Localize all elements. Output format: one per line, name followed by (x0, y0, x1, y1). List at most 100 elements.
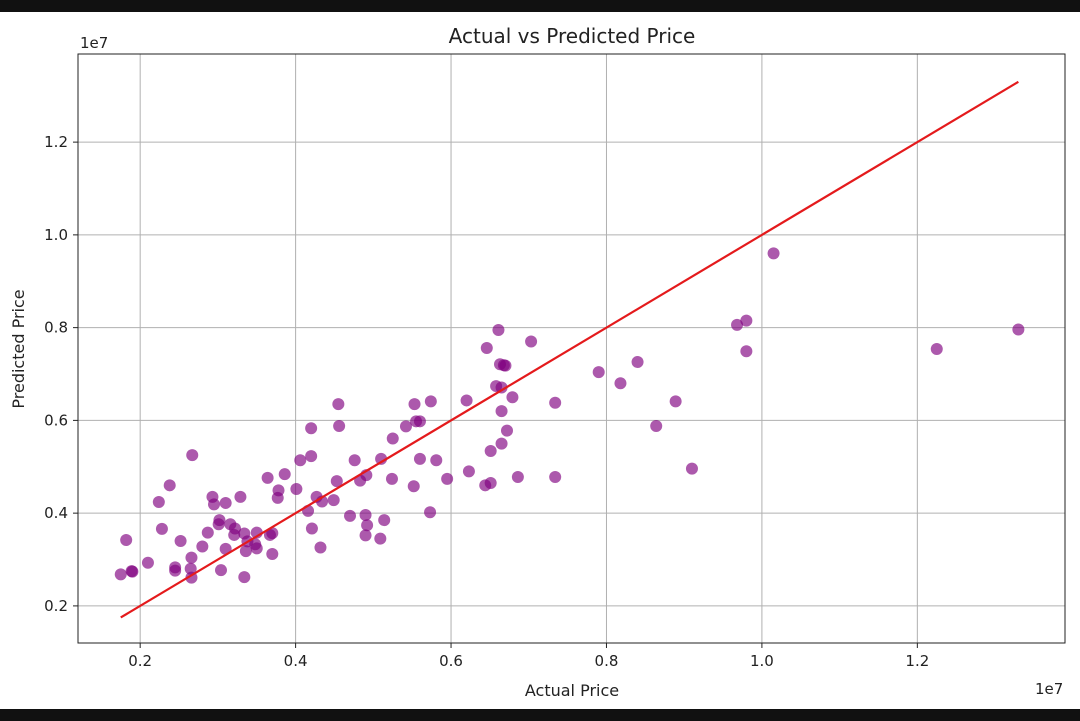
data-point (272, 484, 285, 497)
data-point (332, 398, 345, 411)
y-tick-label: 0.6 (44, 411, 68, 429)
data-point (184, 562, 197, 575)
y-axis-title: Predicted Price (9, 289, 28, 408)
data-point (152, 496, 165, 509)
data-point (141, 556, 154, 569)
data-point (305, 450, 318, 463)
data-point (441, 472, 454, 485)
data-point (228, 522, 241, 535)
data-point (266, 547, 279, 560)
data-point (261, 471, 274, 484)
grid (78, 54, 1065, 643)
data-point (592, 366, 605, 379)
data-point (314, 541, 327, 554)
data-point (213, 514, 226, 527)
data-point (305, 422, 318, 435)
data-point (549, 396, 562, 409)
data-point (399, 420, 412, 433)
data-point (495, 405, 508, 418)
data-point (495, 381, 508, 394)
axis-ticks: 0.2 0.4 0.6 0.8 1.0 1.2 0.2 0.4 0.6 0.8 1.0 1.2 (44, 133, 929, 670)
data-point (462, 465, 475, 478)
data-point (511, 470, 524, 483)
data-point (169, 561, 182, 574)
data-points (114, 247, 1025, 584)
data-point (731, 318, 744, 331)
data-point (196, 540, 209, 553)
y-tick-label: 0.4 (44, 504, 68, 522)
data-point (506, 391, 519, 404)
y-tick-label: 1.0 (44, 226, 68, 244)
chart-title: Actual vs Predicted Price (449, 24, 696, 48)
data-point (201, 526, 214, 539)
reference-line (120, 80, 1019, 619)
data-point (378, 514, 391, 527)
data-point (375, 452, 388, 465)
plot-area-border (77, 53, 1066, 644)
data-point (174, 534, 187, 547)
data-point (492, 323, 505, 336)
data-point (333, 419, 346, 432)
data-point (484, 476, 497, 489)
data-point (278, 468, 291, 481)
data-point (386, 432, 399, 445)
data-point (484, 444, 497, 457)
data-point (185, 551, 198, 564)
data-point (330, 475, 343, 488)
data-point (413, 452, 426, 465)
data-point (361, 519, 374, 532)
data-point (250, 542, 263, 555)
data-point (424, 395, 437, 408)
data-point (344, 509, 357, 522)
data-point (359, 529, 372, 542)
data-point (186, 449, 199, 462)
data-point (238, 571, 251, 584)
data-point (424, 506, 437, 519)
data-point (374, 532, 387, 545)
data-point (163, 479, 176, 492)
data-point (685, 462, 698, 475)
data-point (740, 345, 753, 358)
data-point (290, 483, 303, 496)
data-point (239, 545, 252, 558)
data-point (614, 377, 627, 390)
data-point (114, 568, 127, 581)
y-tick-label: 0.2 (44, 597, 68, 615)
x-axis-title: Actual Price (525, 681, 619, 700)
x-tick-label: 0.2 (128, 652, 152, 670)
data-point (294, 454, 307, 467)
data-point (327, 494, 340, 507)
data-point (359, 508, 372, 521)
data-point (930, 342, 943, 355)
x-tick-label: 1.0 (750, 652, 774, 670)
data-point (495, 437, 508, 450)
x-tick-label: 0.8 (595, 652, 619, 670)
data-point (214, 564, 227, 577)
data-point (407, 480, 420, 493)
data-point (126, 565, 139, 578)
data-point (413, 415, 426, 428)
data-point (767, 247, 780, 260)
data-point (219, 496, 232, 509)
data-point (499, 359, 512, 372)
data-point (460, 394, 473, 407)
data-point (500, 424, 513, 437)
data-point (385, 472, 398, 485)
figure-background (0, 12, 1080, 709)
data-point (430, 454, 443, 467)
data-point (740, 314, 753, 327)
reference-line-group (120, 80, 1019, 619)
x-offset-label: 1e7 (1035, 680, 1063, 698)
data-point (348, 454, 361, 467)
data-point (234, 490, 247, 503)
data-point (305, 522, 318, 535)
data-point (631, 355, 644, 368)
data-point (525, 335, 538, 348)
data-point (669, 395, 682, 408)
y-tick-label: 1.2 (44, 133, 68, 151)
y-tick-label: 0.8 (44, 319, 68, 337)
y-offset-label: 1e7 (80, 34, 108, 52)
data-point (155, 522, 168, 535)
data-point (650, 419, 663, 432)
